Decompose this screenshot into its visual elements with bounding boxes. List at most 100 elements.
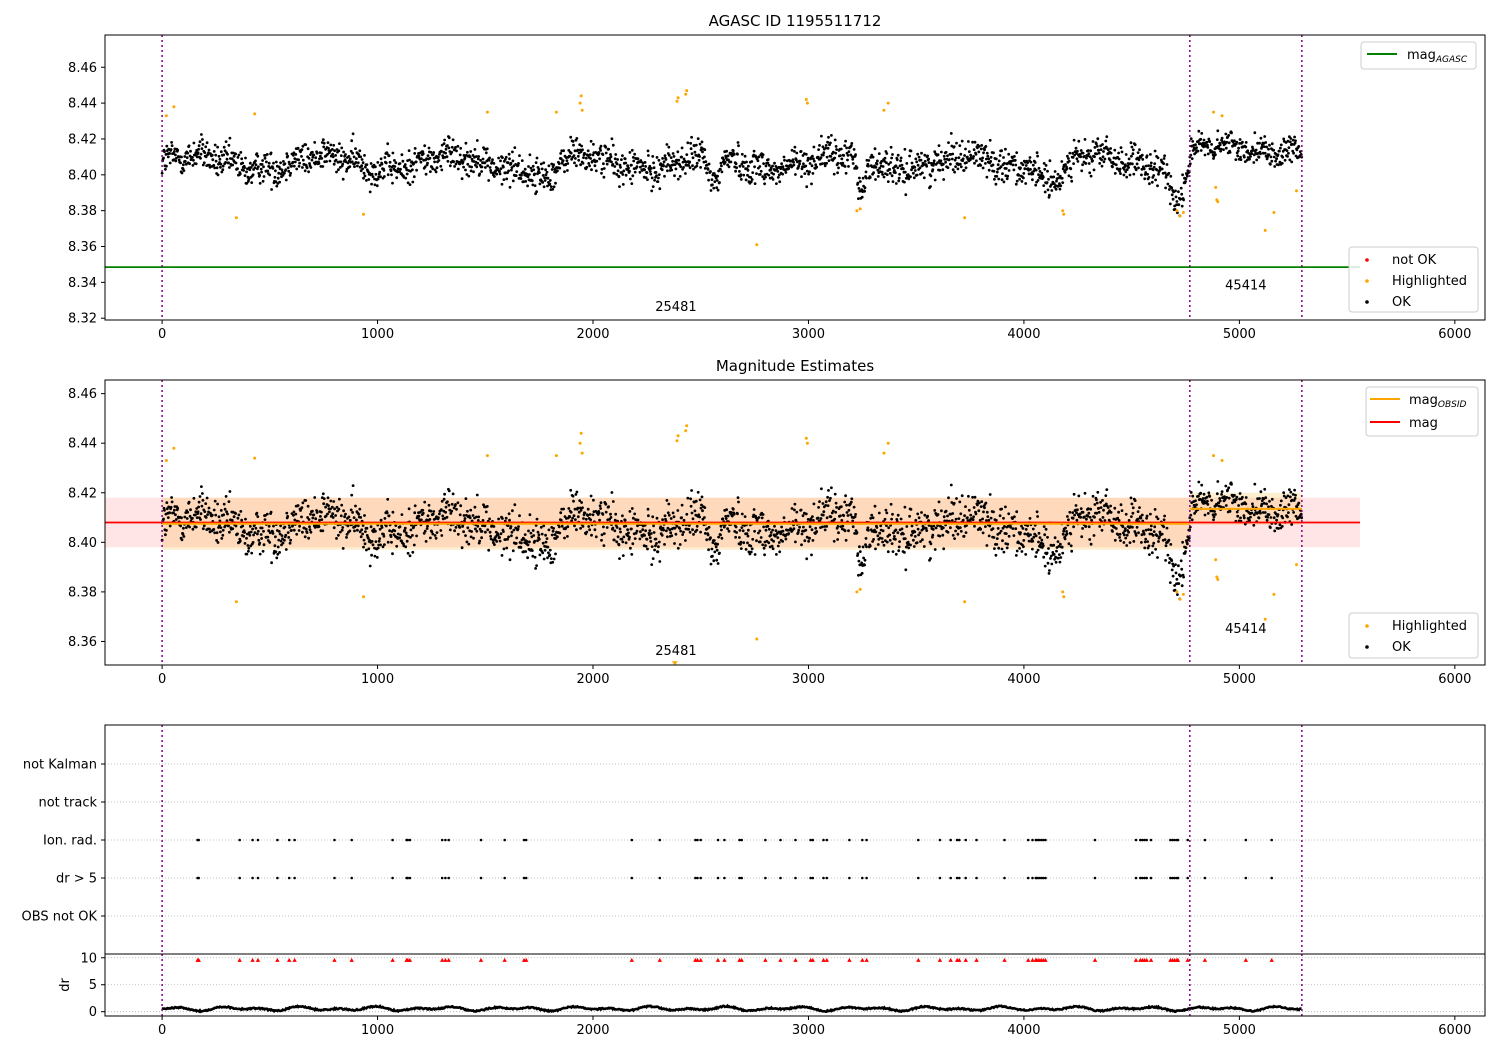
ok-point [409, 164, 413, 168]
legend-label: OK [1392, 295, 1411, 310]
ok-point [604, 145, 608, 149]
ok-point [1238, 492, 1242, 495]
ok-point [361, 532, 364, 536]
ok-point [986, 154, 990, 158]
ok-point [1283, 158, 1287, 162]
legend-box [1348, 612, 1479, 659]
ok-point [1140, 173, 1143, 177]
ok-point [426, 161, 429, 165]
ok-point [909, 543, 912, 547]
ok-point [351, 151, 354, 155]
ok-point [456, 144, 460, 148]
ok-point [404, 545, 408, 549]
ok-point [1062, 529, 1066, 533]
ok-point [897, 545, 901, 549]
ok-point [502, 165, 505, 169]
ok-point [1224, 146, 1228, 150]
ok-point [650, 563, 654, 566]
ok-point [291, 160, 295, 164]
ok-point [889, 502, 893, 506]
ok-point [232, 154, 236, 158]
ok-point [278, 180, 281, 184]
ok-point [340, 503, 344, 507]
ok-point [1080, 169, 1084, 173]
ok-point [248, 533, 252, 537]
ok-point [811, 154, 814, 158]
ok-point [706, 168, 710, 171]
ok-point [909, 508, 913, 511]
ok-point [723, 160, 727, 164]
ok-point [710, 547, 714, 551]
ok-point [952, 145, 956, 149]
ok-point [179, 161, 183, 165]
ok-point [1043, 190, 1047, 194]
legend-marker [1365, 645, 1369, 649]
agasc-xtick-label: 2000 [576, 327, 609, 342]
ok-point [1282, 494, 1286, 498]
ok-point [1044, 527, 1048, 531]
ok-point [884, 508, 888, 512]
ok-point [998, 531, 1002, 535]
ok-point [192, 158, 195, 162]
ok-point [614, 153, 618, 156]
ok-point [839, 154, 842, 158]
ok-point [443, 138, 446, 142]
ok-point [746, 541, 749, 545]
ok-point [959, 165, 963, 169]
highlighted-point [805, 101, 809, 105]
ok-point [613, 518, 617, 522]
ok-point [611, 500, 615, 503]
ok-point [333, 507, 336, 511]
ok-point [202, 161, 206, 165]
ok-point [1293, 135, 1296, 139]
ok-point [1170, 559, 1174, 562]
ok-point [709, 189, 713, 192]
ok-point [371, 175, 375, 179]
ok-point [227, 524, 230, 528]
ok-point [761, 543, 765, 547]
ok-point [260, 537, 263, 540]
ok-point [569, 510, 573, 514]
ok-point [1270, 159, 1274, 163]
ok-point [1206, 146, 1210, 149]
ok-point [1230, 131, 1233, 135]
ok-point [1156, 156, 1160, 160]
ok-point [268, 173, 272, 177]
ok-point [339, 160, 343, 164]
ok-point [600, 538, 603, 542]
ok-point [994, 553, 998, 557]
ok-point [1153, 508, 1157, 511]
ok-point [816, 155, 820, 159]
ok-point [439, 149, 443, 153]
ok-point [1179, 186, 1183, 190]
ok-point [500, 182, 504, 186]
ok-point [267, 524, 271, 528]
ok-point [1263, 135, 1267, 138]
ok-point [331, 155, 335, 159]
ok-point [868, 544, 872, 548]
ok-point [1157, 540, 1160, 543]
ok-point [747, 550, 751, 554]
ok-point [444, 505, 448, 509]
ok-point [212, 528, 216, 531]
ok-point [301, 158, 305, 162]
ok-point [383, 156, 387, 159]
ok-point [166, 516, 170, 519]
ok-point [614, 512, 618, 516]
ok-point [612, 171, 616, 175]
ok-point [676, 509, 680, 512]
ok-point [621, 514, 624, 518]
ok-point [912, 171, 915, 175]
ok-point [845, 511, 849, 514]
ok-point [1285, 149, 1289, 153]
ok-point [1181, 173, 1184, 177]
ok-point [690, 152, 694, 156]
estimates-xtick-label: 2000 [576, 672, 609, 687]
ok-point [1156, 184, 1159, 188]
ok-point [1139, 155, 1143, 159]
ok-point [936, 513, 940, 516]
ok-point [1195, 146, 1198, 150]
ok-point [590, 533, 593, 537]
ok-point [703, 532, 707, 535]
ok-point [463, 156, 467, 160]
